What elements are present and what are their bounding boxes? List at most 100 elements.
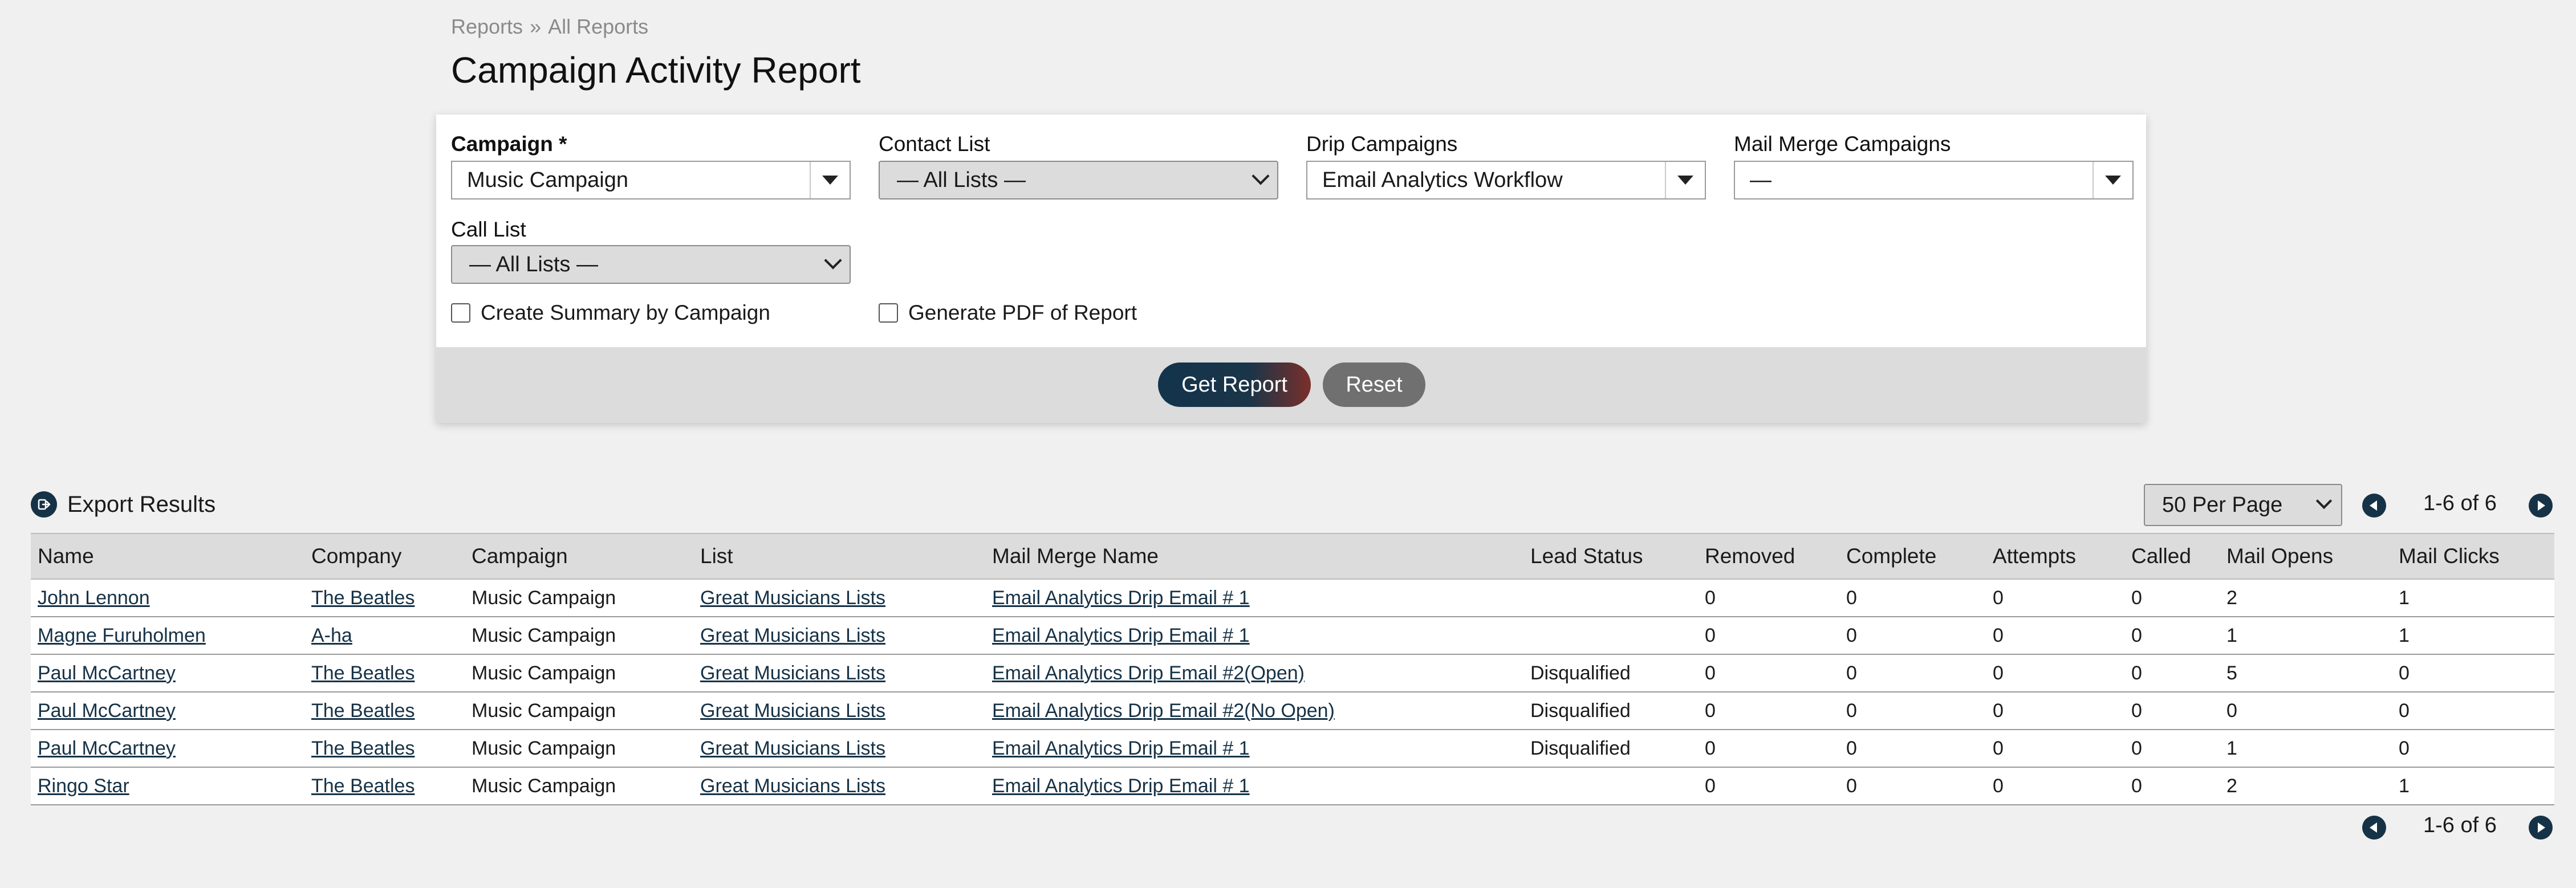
cell-lead-status: Disqualified [1523, 654, 1698, 693]
table-header-row: Name Company Campaign List Mail Merge Na… [31, 533, 2554, 580]
call-list-select-value: — All Lists — [469, 252, 598, 276]
summary-by-campaign-label: Create Summary by Campaign [481, 301, 770, 324]
cell-mail-merge-name: Email Analytics Drip Email # 1 [985, 579, 1523, 617]
cell-company: A-ha [304, 617, 465, 655]
summary-by-campaign-option[interactable]: Create Summary by Campaign [451, 301, 770, 325]
next-page-button-bottom[interactable] [2529, 816, 2553, 840]
cell-mail-merge-name: Email Analytics Drip Email #2(No Open) [985, 692, 1523, 730]
column-header-mail-merge-name[interactable]: Mail Merge Name [985, 533, 1523, 580]
cell-removed: 0 [1698, 692, 1839, 730]
cell-removed: 0 [1698, 730, 1839, 768]
mail-merge-select[interactable]: — [1734, 161, 2134, 199]
cell-mail-clicks: 1 [2392, 617, 2554, 655]
column-header-removed[interactable]: Removed [1698, 533, 1839, 580]
mail-merge-link[interactable]: Email Analytics Drip Email #2(Open) [992, 662, 1305, 684]
mail-merge-link[interactable]: Email Analytics Drip Email # 1 [992, 624, 1250, 646]
summary-by-campaign-checkbox[interactable] [451, 303, 470, 323]
generate-pdf-option[interactable]: Generate PDF of Report [879, 301, 1137, 325]
column-header-mail-clicks[interactable]: Mail Clicks [2392, 533, 2554, 580]
column-header-list[interactable]: List [693, 533, 985, 580]
cell-complete: 0 [1839, 767, 1986, 805]
cell-campaign: Music Campaign [465, 654, 693, 693]
arrow-left-icon [2370, 500, 2377, 511]
drip-campaigns-select[interactable]: Email Analytics Workflow [1306, 161, 1706, 199]
list-link[interactable]: Great Musicians Lists [700, 699, 885, 722]
per-page-select[interactable]: 50 Per Page [2144, 484, 2342, 526]
cell-attempts: 0 [1986, 617, 2124, 655]
next-page-button[interactable] [2529, 494, 2553, 518]
cell-list: Great Musicians Lists [693, 767, 985, 805]
export-results-label: Export Results [67, 491, 216, 517]
contact-list-select[interactable]: — All Lists — [879, 161, 1278, 199]
table-row: Paul McCartney The Beatles Music Campaig… [31, 692, 2554, 730]
cell-lead-status [1523, 767, 1698, 805]
dropdown-arrow-icon[interactable] [1665, 162, 1705, 198]
mail-merge-link[interactable]: Email Analytics Drip Email # 1 [992, 775, 1250, 797]
company-link[interactable]: The Beatles [311, 586, 415, 609]
mail-merge-link[interactable]: Email Analytics Drip Email #2(No Open) [992, 699, 1335, 722]
company-link[interactable]: A-ha [311, 624, 352, 646]
results-table: Name Company Campaign List Mail Merge Na… [31, 533, 2554, 805]
company-link[interactable]: The Beatles [311, 699, 415, 722]
export-results-button[interactable]: Export Results [31, 491, 216, 518]
reset-button[interactable]: Reset [1323, 362, 1425, 407]
contact-name-link[interactable]: Paul McCartney [38, 662, 176, 684]
cell-removed: 0 [1698, 767, 1839, 805]
cell-mail-clicks: 0 [2392, 654, 2554, 693]
cell-mail-merge-name: Email Analytics Drip Email # 1 [985, 767, 1523, 805]
company-link[interactable]: The Beatles [311, 662, 415, 684]
get-report-button[interactable]: Get Report [1158, 362, 1311, 407]
call-list-label: Call List [451, 218, 526, 241]
column-header-name[interactable]: Name [31, 533, 304, 580]
column-header-attempts[interactable]: Attempts [1986, 533, 2124, 580]
list-link[interactable]: Great Musicians Lists [700, 737, 885, 759]
dropdown-arrow-icon[interactable] [810, 162, 850, 198]
list-link[interactable]: Great Musicians Lists [700, 662, 885, 684]
cell-mail-opens: 1 [2220, 730, 2392, 768]
generate-pdf-checkbox[interactable] [879, 303, 898, 323]
contact-name-link[interactable]: Ringo Star [38, 775, 129, 797]
list-link[interactable]: Great Musicians Lists [700, 586, 885, 609]
cell-attempts: 0 [1986, 767, 2124, 805]
breadcrumb-reports-link[interactable]: Reports [451, 15, 523, 38]
campaign-label: Campaign * [451, 132, 567, 156]
contact-name-link[interactable]: Paul McCartney [38, 699, 176, 722]
contact-list-label: Contact List [879, 132, 990, 156]
mail-merge-link[interactable]: Email Analytics Drip Email # 1 [992, 586, 1250, 609]
mail-merge-label: Mail Merge Campaigns [1734, 132, 1951, 156]
contact-name-link[interactable]: John Lennon [38, 586, 150, 609]
column-header-mail-opens[interactable]: Mail Opens [2220, 533, 2392, 580]
report-filter-panel: Campaign * Music Campaign Contact List —… [436, 115, 2146, 423]
cell-called: 0 [2124, 730, 2220, 768]
prev-page-button-bottom[interactable] [2362, 816, 2386, 840]
cell-mail-opens: 2 [2220, 767, 2392, 805]
dropdown-arrow-icon[interactable] [2093, 162, 2132, 198]
company-link[interactable]: The Beatles [311, 737, 415, 759]
cell-mail-opens: 0 [2220, 692, 2392, 730]
cell-called: 0 [2124, 579, 2220, 617]
column-header-campaign[interactable]: Campaign [465, 533, 693, 580]
cell-list: Great Musicians Lists [693, 730, 985, 768]
contact-name-link[interactable]: Paul McCartney [38, 737, 176, 759]
list-link[interactable]: Great Musicians Lists [700, 775, 885, 797]
breadcrumb-current[interactable]: All Reports [548, 15, 649, 38]
prev-page-button[interactable] [2362, 494, 2386, 518]
cell-mail-merge-name: Email Analytics Drip Email # 1 [985, 730, 1523, 768]
cell-name: Paul McCartney [31, 692, 304, 730]
mail-merge-link[interactable]: Email Analytics Drip Email # 1 [992, 737, 1250, 759]
cell-mail-clicks: 0 [2392, 730, 2554, 768]
list-link[interactable]: Great Musicians Lists [700, 624, 885, 646]
company-link[interactable]: The Beatles [311, 775, 415, 797]
column-header-complete[interactable]: Complete [1839, 533, 1986, 580]
call-list-select[interactable]: — All Lists — [451, 245, 851, 284]
contact-name-link[interactable]: Magne Furuholmen [38, 624, 206, 646]
cell-campaign: Music Campaign [465, 579, 693, 617]
column-header-company[interactable]: Company [304, 533, 465, 580]
cell-company: The Beatles [304, 579, 465, 617]
cell-complete: 0 [1839, 617, 1986, 655]
column-header-called[interactable]: Called [2124, 533, 2220, 580]
cell-campaign: Music Campaign [465, 617, 693, 655]
campaign-select[interactable]: Music Campaign [451, 161, 851, 199]
column-header-lead-status[interactable]: Lead Status [1523, 533, 1698, 580]
drip-campaigns-select-value: Email Analytics Workflow [1322, 168, 1563, 192]
